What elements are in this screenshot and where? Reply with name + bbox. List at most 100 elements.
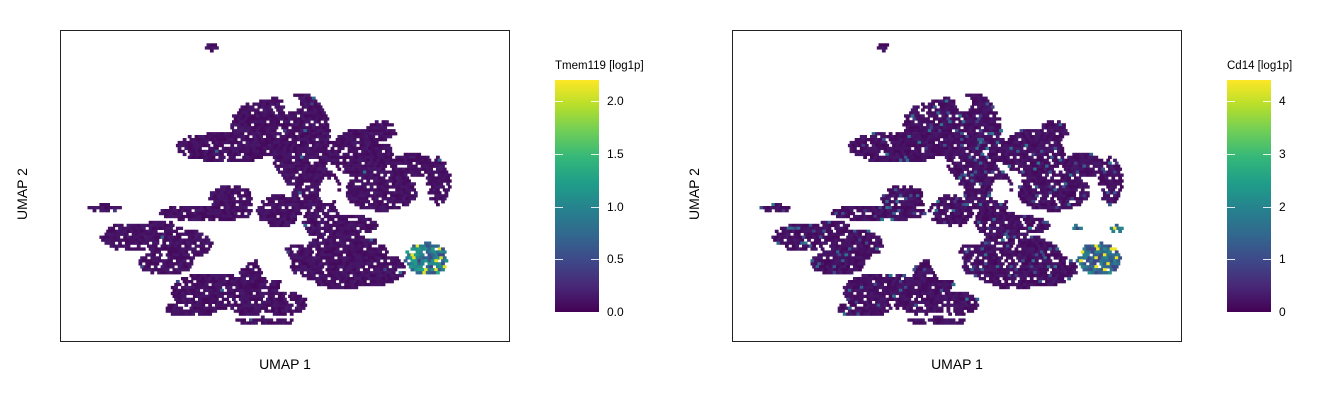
umap-cell-point bbox=[373, 191, 377, 195]
umap-cell-point bbox=[927, 155, 932, 159]
umap-cell-point bbox=[322, 238, 326, 242]
umap-cell-point bbox=[1031, 220, 1036, 225]
umap-cell-point bbox=[902, 191, 907, 195]
umap-cell-point bbox=[951, 155, 956, 159]
umap-cell-point bbox=[1109, 185, 1114, 189]
umap-cell-point bbox=[1021, 158, 1026, 162]
umap-cell-point bbox=[985, 114, 990, 118]
umap-cell-point bbox=[175, 226, 180, 230]
umap-cell-point bbox=[1024, 220, 1029, 225]
umap-cell-point bbox=[368, 155, 372, 159]
umap-cell-point bbox=[941, 146, 946, 151]
umap-cell-point bbox=[218, 197, 223, 201]
umap-cell-point bbox=[893, 146, 898, 151]
umap-cell-point bbox=[216, 152, 221, 157]
umap-cell-point bbox=[300, 108, 304, 112]
umap-cell-point bbox=[978, 135, 983, 139]
umap-cell-point bbox=[398, 161, 403, 165]
umap-cell-point bbox=[905, 117, 910, 121]
umap-cell-point bbox=[354, 146, 359, 151]
umap-cell-point bbox=[228, 291, 233, 296]
umap-cell-point bbox=[1080, 167, 1085, 171]
umap-cell-point bbox=[252, 312, 257, 316]
umap-cell-point bbox=[238, 197, 243, 201]
umap-cell-point bbox=[881, 194, 886, 198]
umap-cell-point bbox=[1108, 197, 1112, 201]
umap-cell-point bbox=[118, 206, 122, 210]
umap-cell-point bbox=[1109, 191, 1114, 195]
umap-cell-point bbox=[357, 140, 362, 145]
umap-cell-point bbox=[172, 241, 177, 245]
umap-cell-point bbox=[274, 280, 279, 284]
umap-cell-point bbox=[347, 271, 352, 275]
umap-cell-point bbox=[211, 149, 216, 154]
umap-cell-point bbox=[303, 214, 308, 219]
umap-cell-point bbox=[893, 149, 898, 154]
umap-cell-point bbox=[1070, 161, 1075, 165]
umap-cell-point bbox=[978, 182, 983, 186]
umap-cell-point bbox=[841, 220, 845, 225]
umap-cell-point bbox=[213, 158, 218, 162]
umap-cell-point bbox=[1040, 135, 1044, 139]
umap-cell-point bbox=[1109, 173, 1114, 177]
umap-cell-point bbox=[883, 135, 888, 139]
umap-cell-point bbox=[1102, 179, 1107, 183]
umap-cell-point bbox=[298, 200, 303, 204]
umap-cell-point bbox=[1034, 138, 1039, 142]
umap-cell-point bbox=[955, 146, 959, 151]
umap-cell-point bbox=[289, 203, 294, 207]
umap-cell-point bbox=[1038, 170, 1043, 174]
umap-cell-point bbox=[226, 206, 231, 210]
umap-cell-point bbox=[313, 146, 318, 151]
umap-cell-point bbox=[359, 226, 364, 230]
umap-cell-point bbox=[347, 149, 352, 154]
umap-cell-point bbox=[366, 138, 371, 142]
umap-cell-point bbox=[379, 158, 384, 162]
umap-cell-point bbox=[223, 185, 228, 189]
umap-cell-point bbox=[791, 223, 796, 228]
umap-cell-point bbox=[255, 277, 260, 281]
umap-cell-point bbox=[429, 197, 433, 201]
umap-cell-point bbox=[966, 138, 971, 142]
umap-cell-point bbox=[225, 285, 229, 290]
umap-cell-point bbox=[364, 223, 369, 228]
umap-cell-point bbox=[1051, 191, 1056, 195]
umap-cell-point bbox=[245, 146, 250, 151]
umap-cell-point bbox=[985, 214, 990, 219]
umap-cell-point bbox=[1026, 182, 1031, 186]
umap-cell-point bbox=[276, 318, 280, 322]
umap-cell-point bbox=[228, 285, 233, 290]
umap-cell-point bbox=[208, 297, 212, 301]
umap-cell-point bbox=[977, 220, 981, 225]
umap-cell-point bbox=[145, 232, 150, 236]
umap-cell-point bbox=[300, 149, 304, 154]
umap-cell-point bbox=[1026, 167, 1031, 171]
umap-cell-point bbox=[972, 108, 976, 112]
umap-cell-point bbox=[145, 253, 150, 257]
umap-cell-point bbox=[300, 265, 304, 269]
umap-cell-point bbox=[888, 152, 893, 157]
umap-cell-point bbox=[279, 197, 284, 201]
umap-cell-point bbox=[187, 140, 192, 145]
umap-cell-point bbox=[1077, 161, 1082, 165]
umap-cell-point bbox=[883, 209, 888, 213]
umap-cell-point bbox=[398, 182, 403, 186]
umap-cell-point bbox=[260, 200, 265, 204]
umap-cell-point bbox=[283, 303, 287, 307]
umap-cell-point bbox=[364, 244, 369, 248]
umap-cell-point bbox=[335, 274, 340, 278]
umap-cell-point bbox=[347, 146, 352, 151]
umap-cell-point bbox=[858, 138, 862, 142]
umap-cell-point bbox=[255, 108, 260, 112]
umap-cell-point bbox=[128, 238, 133, 242]
umap-cell-point bbox=[209, 274, 214, 278]
umap-cell-point bbox=[973, 158, 978, 162]
umap-cell-point bbox=[430, 268, 435, 272]
umap-cell-point bbox=[958, 203, 963, 207]
umap-cell-point bbox=[334, 271, 338, 275]
umap-cell-point bbox=[975, 223, 980, 228]
umap-cell-point bbox=[337, 256, 342, 260]
umap-cell-point bbox=[385, 146, 389, 151]
umap-cell-point bbox=[245, 214, 250, 219]
umap-cell-point bbox=[883, 149, 888, 154]
